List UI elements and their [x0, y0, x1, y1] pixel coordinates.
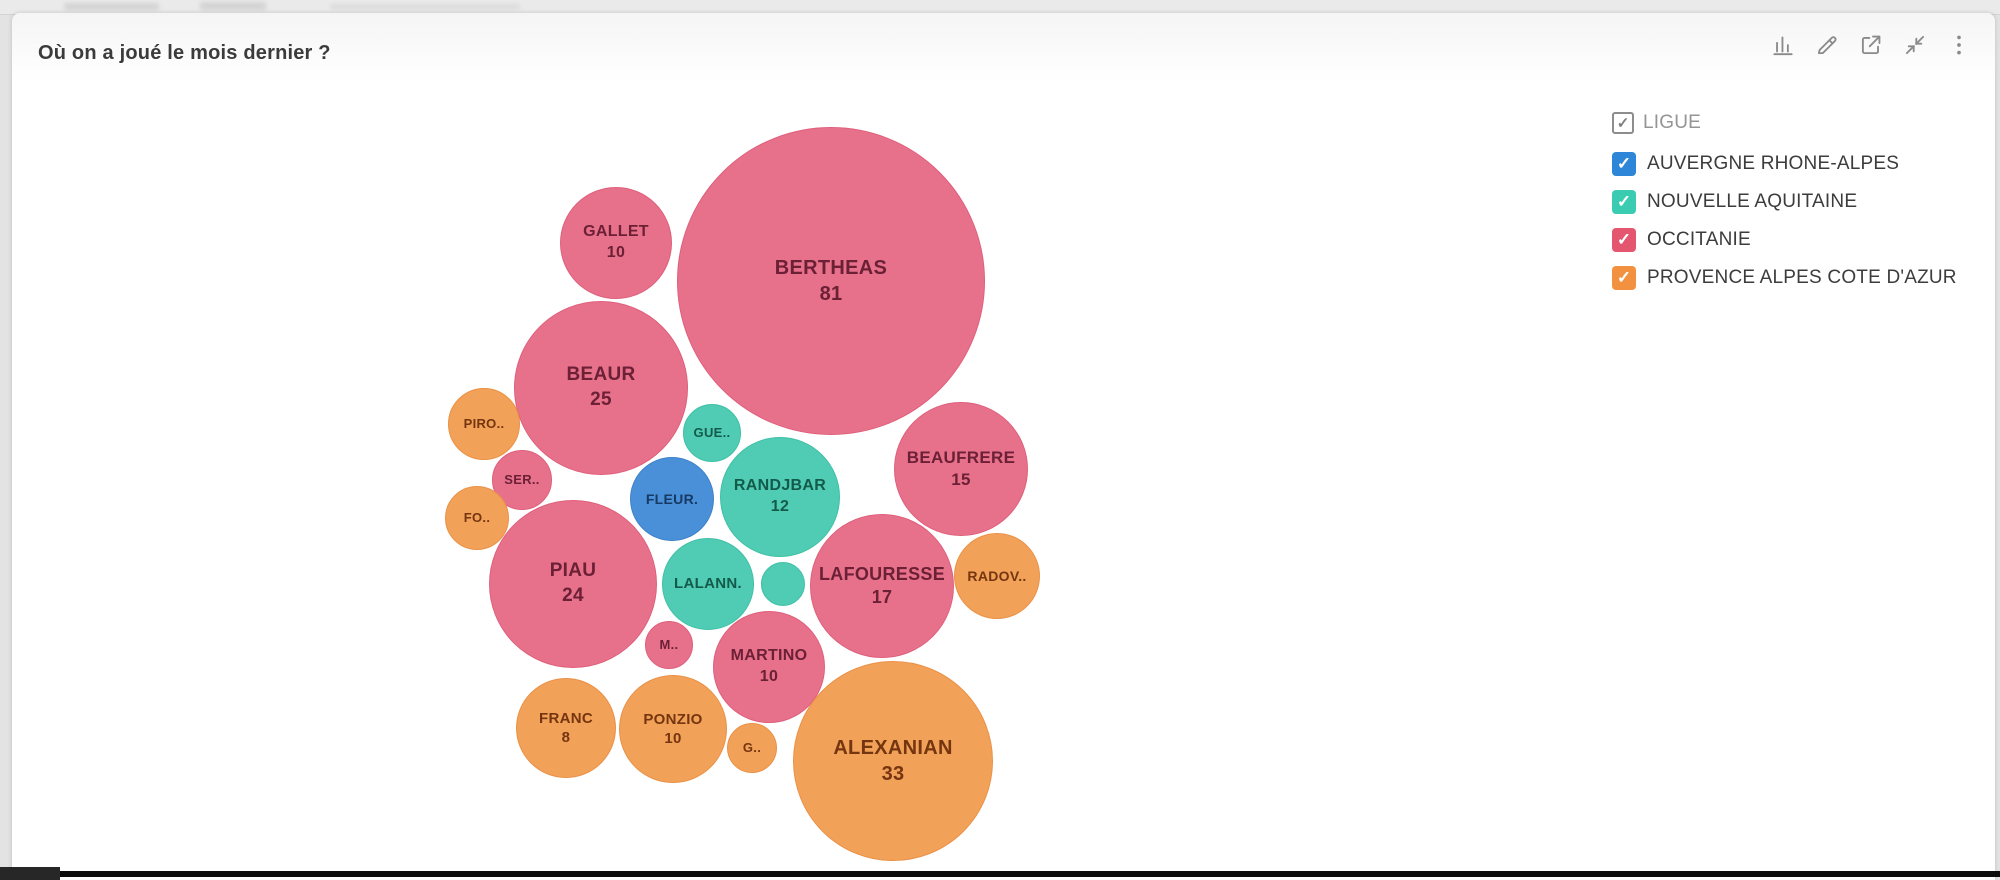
- bubble-label: M..: [659, 636, 679, 652]
- bubble-randjbar[interactable]: RANDJBAR 12: [720, 437, 840, 557]
- bubble-value: 25: [590, 389, 612, 410]
- bubble-m[interactable]: M..: [645, 621, 693, 669]
- bubble-radov[interactable]: RADOV..: [954, 533, 1040, 619]
- bubble-fo[interactable]: FO..: [445, 486, 509, 550]
- legend-label: LIGUE: [1643, 112, 1702, 133]
- checkbox-checked-icon[interactable]: ✓: [1612, 152, 1636, 176]
- bubble-value: 24: [562, 585, 584, 606]
- bar-chart-icon: [1773, 36, 1793, 56]
- bubble-fleur[interactable]: FLEUR.: [630, 457, 714, 541]
- bubble-label: RADOV..: [967, 567, 1027, 584]
- bubble-piau[interactable]: PIAU 24: [489, 500, 657, 668]
- bubble-label: BERTHEAS: [774, 257, 888, 279]
- bubble-label: PONZIO: [643, 710, 703, 728]
- bubble-martino[interactable]: MARTINO 10: [713, 611, 825, 723]
- bubble-label: GALLET: [583, 223, 649, 241]
- bubble-label: G..: [742, 739, 762, 755]
- bubble-chart: GALLET 10 BERTHEAS 81 BEAUR 25 PIRO.. GUE.. SER.…: [12, 13, 1995, 880]
- bubble-value: 15: [951, 470, 971, 489]
- bubble-beaur[interactable]: BEAUR 25: [514, 301, 688, 475]
- share-button[interactable]: [1855, 29, 1887, 61]
- legend-field-ligue[interactable]: ✓ LIGUE: [1612, 101, 1957, 145]
- checkbox-checked-icon[interactable]: ✓: [1612, 112, 1634, 134]
- edit-button[interactable]: [1811, 29, 1843, 61]
- checkbox-checked-icon[interactable]: ✓: [1612, 266, 1636, 290]
- bubble-label: ALEXANIAN: [833, 737, 953, 759]
- bubble-label: SER..: [504, 471, 540, 487]
- bubble-alexanian[interactable]: ALEXANIAN 33: [793, 661, 993, 861]
- legend-item-nouvelle-aquitaine[interactable]: ✓ NOUVELLE AQUITAINE: [1612, 183, 1957, 221]
- bubble-lafouresse[interactable]: LAFOURESSE 17: [810, 514, 954, 658]
- kebab-menu-icon: [1957, 35, 1961, 55]
- legend: ✓ LIGUE ✓ AUVERGNE RHONE-ALPES ✓ NOUVELLE AQU…: [1612, 101, 1957, 297]
- collapse-icon: [1905, 35, 1925, 55]
- bubble-g[interactable]: G..: [727, 723, 777, 773]
- legend-item-provence-alpes-cote-d-azur[interactable]: ✓ PROVENCE ALPES COTE D'AZUR: [1612, 259, 1957, 297]
- legend-label: NOUVELLE AQUITAINE: [1647, 191, 1858, 212]
- legend-item-auvergne-rhone-alpes[interactable]: ✓ AUVERGNE RHONE-ALPES: [1612, 145, 1957, 183]
- bubble-label: PIAU: [549, 560, 597, 582]
- bubble-bertheas[interactable]: BERTHEAS 81: [677, 127, 985, 435]
- legend-label: PROVENCE ALPES COTE D'AZUR: [1647, 267, 1957, 288]
- bubble-piro[interactable]: PIRO..: [448, 388, 520, 460]
- background-artifact: [64, 3, 159, 10]
- tile-toolbar: [1767, 29, 1975, 61]
- bubble-label: FLEUR.: [645, 490, 699, 507]
- bubble-label: FO..: [463, 509, 491, 525]
- video-progress-played[interactable]: [0, 867, 60, 880]
- open-in-new-icon: [1861, 35, 1881, 55]
- chart-type-button[interactable]: [1767, 29, 1799, 61]
- legend-label: AUVERGNE RHONE-ALPES: [1647, 153, 1900, 174]
- legend-item-occitanie[interactable]: ✓ OCCITANIE: [1612, 221, 1957, 259]
- bubble-label: BEAUR: [566, 364, 636, 386]
- bubble-label: PIRO..: [463, 415, 505, 431]
- checkbox-checked-icon[interactable]: ✓: [1612, 228, 1636, 252]
- bubble-gallet[interactable]: GALLET 10: [560, 187, 672, 299]
- background-artifact: [330, 4, 520, 9]
- bubble-value: 81: [819, 283, 843, 305]
- bubble-value: 17: [871, 587, 893, 607]
- bubble-gue[interactable]: GUE..: [683, 404, 741, 462]
- bubble-label: LALANN.: [674, 575, 742, 593]
- bubble-value: 10: [664, 730, 682, 747]
- bubble-value: 33: [881, 763, 905, 785]
- background-artifact: [200, 2, 266, 10]
- page-title: Où on a joué le mois dernier ?: [38, 42, 331, 64]
- pencil-icon: [1817, 36, 1837, 55]
- more-options-button[interactable]: [1943, 29, 1975, 61]
- bubble-unlabeled[interactable]: [761, 562, 805, 606]
- bubble-label: RANDJBAR: [733, 477, 827, 495]
- bubble-label: FRANC: [539, 709, 593, 727]
- bubble-value: 8: [561, 729, 571, 746]
- dashboard-tile: Où on a joué le mois dernier ?: [12, 13, 1995, 880]
- bubble-label: BEAUFRERE: [906, 447, 1016, 467]
- bubble-franc[interactable]: FRANC 8: [516, 678, 616, 778]
- bubble-value: 12: [770, 498, 790, 515]
- bubble-value: 10: [759, 668, 779, 685]
- bubble-label: GUE..: [693, 424, 731, 440]
- bubble-value: 10: [606, 244, 626, 261]
- bubble-label: LAFOURESSE: [818, 563, 945, 584]
- bubble-lalann[interactable]: LALANN.: [662, 538, 754, 630]
- bubble-beaufrere[interactable]: BEAUFRERE 15: [894, 402, 1028, 536]
- bubble-label: MARTINO: [730, 647, 808, 665]
- checkbox-checked-icon[interactable]: ✓: [1612, 190, 1636, 214]
- bubble-ponzio[interactable]: PONZIO 10: [619, 675, 727, 783]
- collapse-button[interactable]: [1899, 29, 1931, 61]
- video-progress-bar[interactable]: [0, 867, 2000, 880]
- legend-label: OCCITANIE: [1647, 229, 1751, 250]
